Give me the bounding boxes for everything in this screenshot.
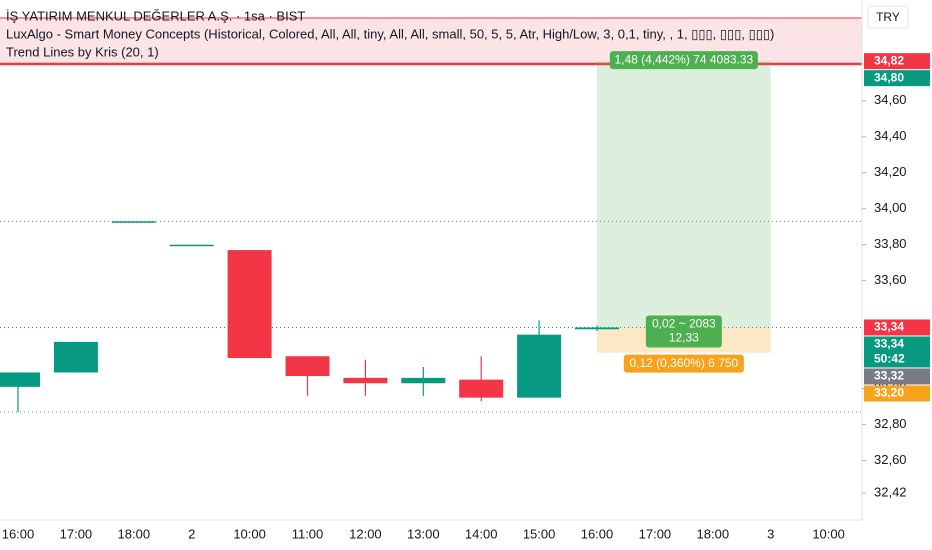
x-tick-label: 17:00	[60, 526, 93, 541]
target-zone	[597, 61, 771, 328]
price-label-box	[864, 53, 930, 70]
candle-body	[459, 379, 504, 398]
y-tick-label: 34,20	[874, 164, 907, 179]
candle-body	[169, 244, 214, 247]
x-tick-label: 14:00	[465, 526, 498, 541]
price-label: 33,34	[874, 337, 904, 351]
y-tick-label: 33,80	[874, 236, 907, 251]
stop-label-box	[623, 354, 744, 373]
price-label-box	[864, 385, 930, 402]
candle-body	[285, 356, 330, 377]
x-tick-label: 13:00	[407, 526, 440, 541]
entry-label: 12,33	[669, 331, 699, 345]
y-tick-label: 33,60	[874, 272, 907, 287]
x-tick-label: 17:00	[639, 526, 672, 541]
price-label: 34,82	[874, 53, 904, 67]
candle-body	[401, 377, 446, 384]
indicator: LuxAlgo - Smart Money Concepts (Historic…	[6, 26, 774, 41]
price-label: 33,32	[874, 369, 904, 383]
price-label-box	[864, 368, 930, 385]
y-tick-label: 32,60	[874, 452, 907, 467]
price-label-box	[864, 70, 930, 87]
x-tick-label: 18:00	[697, 526, 730, 541]
x-tick-label: 16:00	[2, 526, 35, 541]
currency-box[interactable]	[867, 5, 909, 29]
x-tick-label: 18:00	[118, 526, 151, 541]
price-label: 33,34	[874, 320, 904, 334]
x-tick-label: 2	[188, 526, 195, 541]
candle-body	[0, 372, 40, 387]
candle-body	[53, 341, 98, 373]
x-tick-label: 10:00	[233, 526, 266, 541]
price-label: 33,20	[874, 386, 904, 400]
x-tick-label: 3	[767, 526, 774, 541]
x-tick-label: 10:00	[812, 526, 845, 541]
y-tick-label: 34,60	[874, 92, 907, 107]
y-tick-label: 34,00	[874, 200, 907, 215]
target-label-box	[609, 51, 758, 70]
x-tick-label: 11:00	[292, 526, 324, 541]
x-tick-label: 12:00	[349, 526, 382, 541]
entry-label: 0,02 ~ 2083	[652, 317, 716, 331]
candle-body	[111, 221, 156, 223]
price-label: 34,80	[874, 70, 904, 84]
currency[interactable]: TRY	[876, 10, 900, 24]
countdown: 50:42	[874, 352, 905, 366]
candle-body	[517, 334, 562, 398]
y-tick-label: 32,80	[874, 416, 907, 431]
indicator: Trend Lines by Kris (20, 1)	[6, 44, 159, 59]
candle-body	[227, 250, 272, 359]
countdown-box	[864, 351, 930, 368]
stop-label: 0,12 (0,360%) 6 750	[629, 356, 738, 370]
target-label: 1,48 (4,442%) 74 4083.33	[614, 52, 753, 66]
x-tick-label: 16:00	[581, 526, 614, 541]
entry-label-box	[645, 315, 722, 348]
title: İŞ YATIRIM MENKUL DEĞERLER A.Ş. · 1sa · …	[6, 8, 305, 23]
price-label-box	[864, 319, 930, 336]
candle-body	[343, 377, 388, 384]
y-tick-label: 34,40	[874, 128, 907, 143]
marks: 1,48 (4,442%) 74 4083.33 0,02 ~ 208312,33…	[0, 51, 862, 413]
x-tick-label: 15:00	[523, 526, 556, 541]
candle-body	[575, 327, 619, 330]
price-label-box	[864, 336, 930, 353]
y-tick-label: 32,42	[874, 484, 907, 499]
